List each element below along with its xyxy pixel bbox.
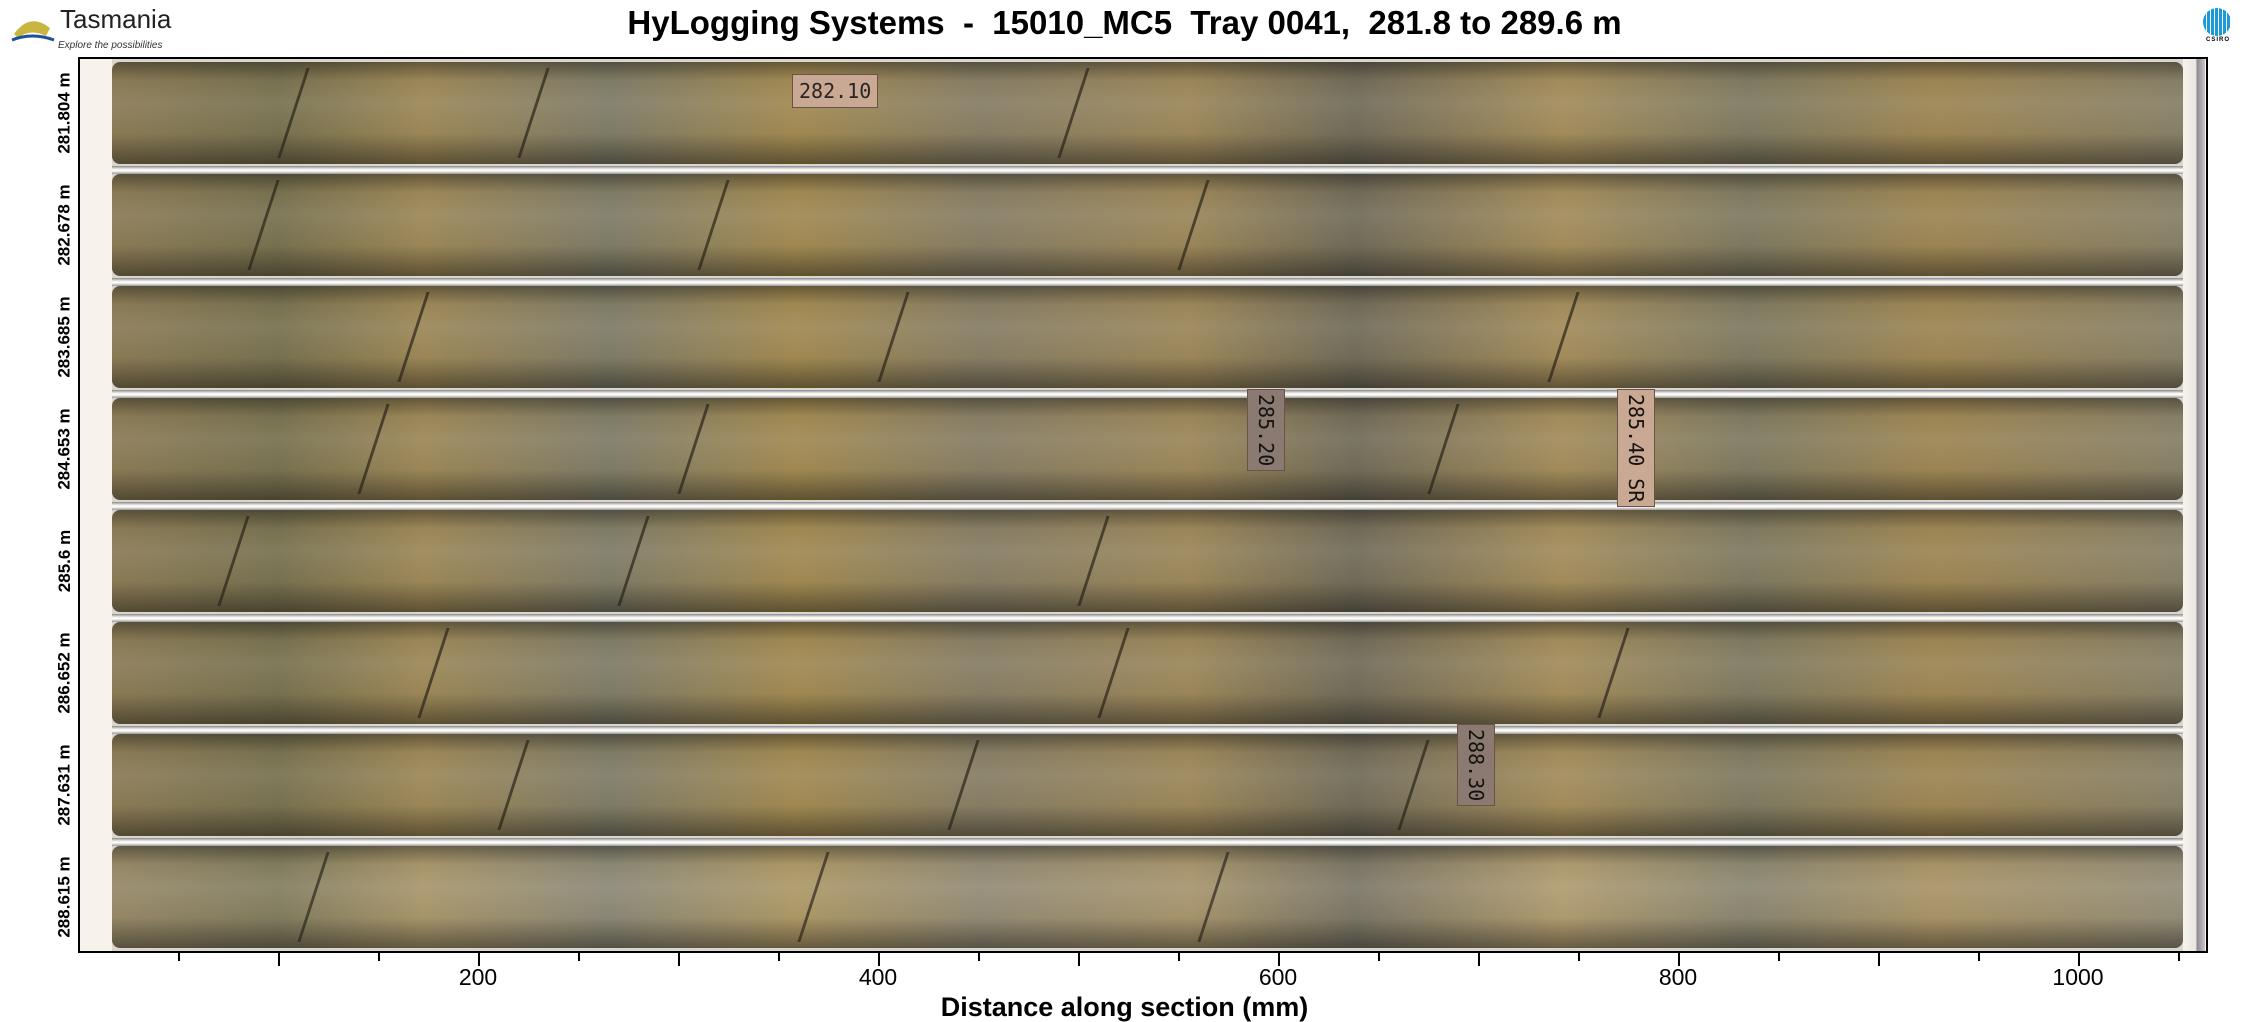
core-fracture [1397, 740, 1430, 830]
depth-label-text: 287.631 m [55, 744, 75, 826]
x-tick-label: 800 [1658, 964, 1698, 990]
core-fracture [297, 852, 330, 942]
core-fracture [877, 292, 910, 382]
depth-label-text: 286.652 m [55, 632, 75, 714]
tasmania-logo-tagline: Explore the possibilities [58, 40, 163, 51]
core-depth-tag: 285.40 SR [1617, 389, 1655, 508]
core-row-4 [112, 398, 2183, 500]
core-fracture [497, 740, 530, 830]
x-tick-label: 200 [458, 964, 498, 990]
depth-label-text: 288.615 m [55, 856, 75, 938]
core-fracture [697, 180, 730, 270]
x-tick [878, 953, 880, 966]
core-row-5 [112, 510, 2183, 612]
core-fracture [1177, 180, 1210, 270]
x-tick-label: 1000 [2052, 964, 2104, 990]
depth-label: 283.685 m [50, 281, 80, 393]
depth-label: 285.6 m [50, 505, 80, 617]
core-row-3 [112, 286, 2183, 388]
x-tick [778, 953, 780, 961]
core-depth-tag: 288.30 [1457, 724, 1495, 807]
core-fracture [797, 852, 830, 942]
core-fracture [417, 628, 450, 718]
tray-divider [112, 166, 2183, 174]
core-row-8 [112, 846, 2183, 948]
core-fracture [947, 740, 980, 830]
x-tick-label: 600 [1258, 964, 1298, 990]
x-tick-label: 400 [858, 964, 898, 990]
tray-divider [112, 278, 2183, 286]
core-fracture [397, 292, 430, 382]
core-fracture [1427, 404, 1460, 494]
tasmania-devil-icon [11, 21, 55, 42]
x-tick [278, 953, 280, 966]
tray-divider [112, 614, 2183, 622]
depth-label: 286.652 m [50, 617, 80, 729]
x-tick [1078, 953, 1080, 966]
core-depth-tag: 282.10 [792, 74, 879, 108]
x-tick [2078, 953, 2080, 966]
depth-label-text: 282.678 m [55, 184, 75, 266]
core-fracture [357, 404, 390, 494]
depth-label-text: 283.685 m [55, 296, 75, 378]
x-axis-label: Distance along section (mm) [940, 992, 1309, 1022]
core-fracture [1197, 852, 1230, 942]
tray-divider [112, 838, 2183, 846]
x-tick [578, 953, 580, 961]
csiro-logo: CSIRO [2203, 8, 2233, 44]
depth-label: 281.804 m [50, 57, 80, 169]
core-depth-tag: 285.20 [1247, 389, 1285, 472]
core-row-6 [112, 622, 2183, 724]
depth-label: 284.653 m [50, 393, 80, 505]
core-fracture [1597, 628, 1630, 718]
x-axis: 200 400 600 800 1000 [0, 951, 2249, 991]
depth-label-text: 281.804 m [55, 72, 75, 154]
x-tick [1678, 953, 1680, 966]
x-tick [1178, 953, 1180, 961]
tray-divider [112, 726, 2183, 734]
core-fracture [517, 68, 550, 158]
core-fracture [1547, 292, 1580, 382]
tasmania-logo: Tasmania Explore the possibilities [10, 2, 172, 56]
tray-divider [112, 390, 2183, 398]
core-row-7 [112, 734, 2183, 836]
x-tick [2178, 953, 2180, 961]
x-tick [978, 953, 980, 961]
page-title: HyLogging Systems - 15010_MC5 Tray 0041,… [627, 4, 1622, 41]
x-tick [1278, 953, 1280, 966]
core-fracture [677, 404, 710, 494]
depth-label-text: 284.653 m [55, 408, 75, 490]
core-row-2 [112, 174, 2183, 276]
core-fracture [1097, 628, 1130, 718]
depth-label: 287.631 m [50, 729, 80, 841]
x-tick [1978, 953, 1980, 961]
depth-label: 288.615 m [50, 841, 80, 953]
core-tray-image: 282.10 285.20 285.40 SR 288.30 [112, 59, 2183, 951]
csiro-disc-icon [2203, 8, 2231, 36]
core-fracture [217, 516, 250, 606]
core-fracture [1077, 516, 1110, 606]
x-tick [1778, 953, 1780, 961]
csiro-logo-text: CSIRO [2205, 37, 2230, 43]
depth-label-text: 285.6 m [55, 529, 75, 593]
x-tick [1378, 953, 1380, 961]
core-fracture [1057, 68, 1090, 158]
core-fracture [617, 516, 650, 606]
depth-label: 282.678 m [50, 169, 80, 281]
x-tick [1578, 953, 1580, 961]
x-tick [678, 953, 680, 966]
core-row-1 [112, 62, 2183, 164]
x-tick [378, 953, 380, 961]
tray-edge-strip [2183, 59, 2205, 951]
x-tick [1878, 953, 1880, 966]
tasmania-logo-text: Tasmania [60, 4, 172, 34]
x-tick [478, 953, 480, 966]
tray-divider [112, 502, 2183, 510]
core-fracture [247, 180, 280, 270]
x-tick [178, 953, 180, 961]
core-fracture [277, 68, 310, 158]
x-tick [1478, 953, 1480, 966]
